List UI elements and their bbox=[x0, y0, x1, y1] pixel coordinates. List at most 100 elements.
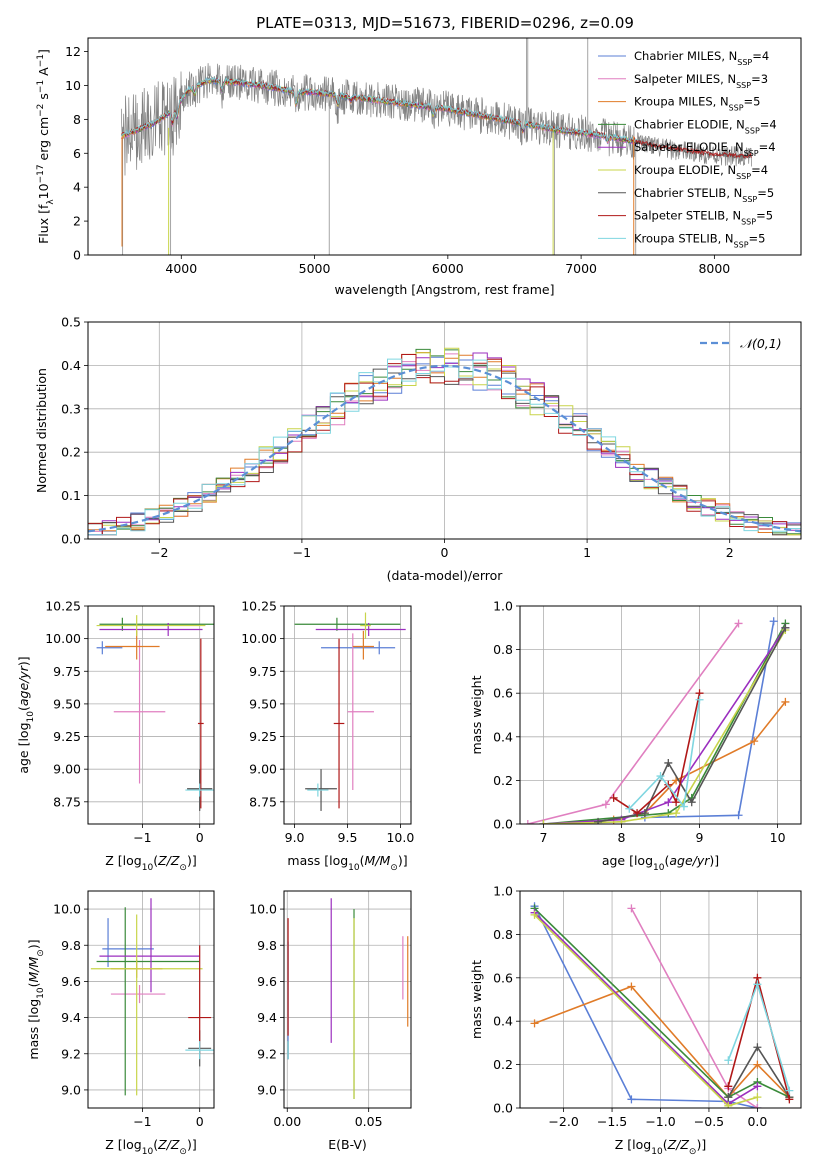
legend-sub: SSP bbox=[734, 240, 749, 249]
label-part: ⊙ bbox=[689, 1147, 697, 1157]
legend-sub: SSP bbox=[745, 126, 760, 135]
panel-spectrum: 4000 5000 6000 7000 8000 0 2 4 6 8 10 12 Chabrier MI… bbox=[36, 37, 802, 297]
x-tick-label: −2 bbox=[150, 545, 168, 560]
label-part: ( bbox=[663, 1137, 668, 1152]
label-part: age/yr bbox=[669, 853, 710, 868]
y-tick-label: 9.6 bbox=[61, 974, 81, 989]
legend-name: Salpeter STELIB, N bbox=[634, 209, 741, 223]
weight-marker bbox=[785, 1095, 794, 1104]
legend-entry: 𝒩(0,1) bbox=[740, 336, 782, 351]
axes-frame bbox=[87, 890, 215, 1109]
legend-name: Kroupa MILES, N bbox=[634, 95, 729, 109]
errorbar-point bbox=[185, 1041, 214, 1060]
y-tick-label: 0.8 bbox=[493, 927, 513, 942]
legend-sub: SSP bbox=[729, 103, 744, 112]
y-tick-label: 0.2 bbox=[493, 1057, 513, 1072]
label-part: ( bbox=[16, 706, 31, 711]
weight-marker bbox=[617, 817, 626, 824]
model-line-kroupa-stelib bbox=[120, 76, 638, 143]
grid bbox=[284, 891, 411, 1108]
label-part: ⊙ bbox=[390, 863, 398, 873]
legend-name: Kroupa STELIB, N bbox=[634, 231, 734, 245]
errorbar-point bbox=[102, 918, 154, 967]
plot-area bbox=[120, 38, 752, 255]
label-part: ( bbox=[26, 982, 41, 987]
errorbar-point bbox=[188, 945, 212, 1054]
label-part: age/yr bbox=[16, 665, 31, 706]
label-part: A bbox=[36, 67, 51, 80]
y-tick-label: 9.25 bbox=[53, 729, 81, 744]
y-tick-label: 8.75 bbox=[53, 794, 81, 809]
legend-count: =5 bbox=[749, 231, 766, 245]
weight-marker bbox=[734, 619, 743, 628]
weight-marker bbox=[724, 1082, 733, 1091]
panel-mass-vs-ebv: 0.00 0.05 9.0 9.2 9.4 9.6 9.8 10.0 E(B-V) bbox=[249, 890, 412, 1152]
label-part: Z [log bbox=[615, 1137, 651, 1152]
y-tick-label: 0.6 bbox=[493, 970, 513, 985]
label-part: Flux [f bbox=[36, 204, 51, 244]
label-part: )] bbox=[16, 656, 31, 666]
weight-line-chabrier-elodie bbox=[533, 907, 790, 1099]
y-axis-label: age [log10(age/yr)] bbox=[16, 656, 36, 773]
legend-count: =5 bbox=[744, 95, 761, 109]
y-axis-label: mass weight bbox=[469, 960, 484, 1039]
label-part: 10 bbox=[348, 863, 360, 873]
y-tick-label: 0.4 bbox=[493, 729, 513, 744]
legend-sub: SSP bbox=[742, 194, 757, 203]
x-axis-label: (data-model)/error bbox=[387, 568, 504, 583]
legend: 𝒩(0,1) bbox=[700, 336, 782, 351]
label-part: 10 bbox=[36, 987, 46, 999]
x-tick-label: 0 bbox=[196, 1114, 204, 1129]
y-tick-label: 9.00 bbox=[249, 762, 277, 777]
plot-area bbox=[523, 617, 790, 824]
label-part: )] bbox=[26, 939, 41, 949]
errorbar-point bbox=[110, 985, 166, 1004]
x-tick-label: 2 bbox=[726, 545, 734, 560]
legend-name: Chabrier MILES, N bbox=[634, 49, 737, 63]
x-tick-label: −1 bbox=[293, 545, 311, 560]
label-part: Z/Z bbox=[157, 853, 180, 868]
errorbar-point bbox=[333, 638, 345, 809]
y-axis-label: Flux [fλ10−17 erg cm−2 s−1 A−1] bbox=[36, 49, 56, 244]
plot-area bbox=[294, 612, 406, 811]
y-tick-label: 9.8 bbox=[257, 938, 277, 953]
errorbar-point bbox=[321, 641, 396, 655]
normal-reference-curve bbox=[88, 364, 801, 533]
weight-marker bbox=[753, 1060, 762, 1069]
figure-title: PLATE=0313, MJD=51673, FIBERID=0296, z=0… bbox=[256, 14, 634, 32]
y-tick-label: 9.2 bbox=[257, 1046, 277, 1061]
y-tick-label: 0.4 bbox=[61, 358, 81, 373]
weight-marker bbox=[724, 1093, 733, 1102]
weight-marker bbox=[724, 1056, 733, 1065]
weight-marker bbox=[769, 617, 778, 626]
panel-age-vs-mass: 9.0 9.5 10.0 8.75 9.00 9.25 9.50 9.75 10.00 10.25… bbox=[241, 599, 414, 874]
weight-marker bbox=[601, 800, 610, 809]
errorbar-point bbox=[113, 639, 166, 784]
x-tick-label: 8000 bbox=[698, 261, 730, 276]
legend-entry: Kroupa STELIB, NSSP=5 bbox=[634, 231, 765, 249]
label-part: −1 bbox=[36, 54, 46, 67]
weight-marker bbox=[627, 982, 636, 991]
x-tick-label: 7 bbox=[539, 830, 547, 845]
errorbar-point bbox=[99, 622, 203, 637]
grid bbox=[88, 605, 214, 824]
label-part: M/M bbox=[365, 853, 391, 868]
errorbar-point bbox=[185, 783, 214, 797]
axes-frame bbox=[283, 890, 412, 1109]
errorbar-point bbox=[99, 617, 214, 631]
label-part: )] bbox=[187, 1137, 197, 1152]
y-tick-label: 12 bbox=[65, 44, 81, 59]
y-tick-label: 9.0 bbox=[61, 1082, 81, 1097]
model-line-salpeter-stelib bbox=[120, 76, 752, 159]
x-tick-label: 8 bbox=[617, 830, 625, 845]
x-axis-label: age [log10(age/yr)] bbox=[602, 853, 719, 873]
y-tick-label: 9.8 bbox=[61, 938, 81, 953]
plot-area bbox=[96, 615, 214, 811]
legend-count: =4 bbox=[759, 140, 776, 154]
weight-marker bbox=[687, 798, 696, 807]
errorbar-point bbox=[315, 622, 406, 637]
x-axis-label: Z [log10(Z/Z⊙)] bbox=[105, 1137, 196, 1157]
label-part: λ bbox=[46, 199, 56, 205]
label-part: ( bbox=[153, 1137, 158, 1152]
